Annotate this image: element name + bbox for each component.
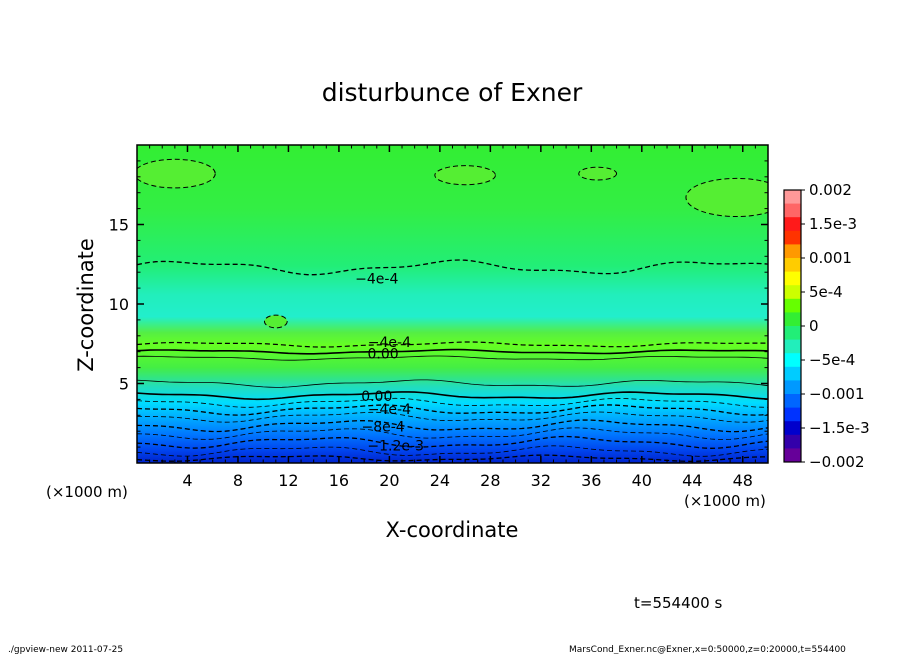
contour-closed — [578, 166, 618, 181]
y-axis-label: Z-coordinate — [74, 238, 98, 372]
contour-closed — [263, 314, 288, 329]
colorbar-swatch — [784, 380, 801, 395]
contour-label: 0.00 — [368, 346, 399, 362]
colorbar-swatch — [784, 394, 801, 409]
contour-line — [137, 341, 768, 348]
contour-label: −4e-4 — [368, 335, 411, 351]
x-tick-label: 48 — [733, 471, 753, 490]
colorbar: 0.002 1.5e-3 0.001 5e-4 0 −5e-4 −0.001 −1.5e-3 −… — [783, 181, 870, 471]
colorbar-swatch — [784, 244, 801, 259]
contour-label: −1.2e-3 — [367, 439, 424, 455]
contour-closed — [685, 177, 768, 218]
footer-left: ./gpview-new 2011-07-25 — [8, 645, 123, 654]
colorbar-swatch — [784, 217, 801, 232]
x-ticks: 4 8 12 16 20 24 28 32 36 40 44 48 — [149, 145, 756, 490]
colorbar-swatch — [784, 448, 801, 463]
colorbar-swatch — [784, 271, 801, 286]
contour-line — [137, 379, 768, 388]
colorbar-swatch — [784, 407, 801, 422]
contour-line — [137, 445, 768, 457]
footer-right: MarsCond_Exner.nc@Exner,x=0:50000,z=0:20… — [569, 645, 846, 654]
contour-closed — [434, 165, 496, 186]
contour-line — [137, 259, 768, 276]
contour-label: −4e-4 — [355, 272, 398, 288]
x-tick-label: 28 — [480, 471, 500, 490]
colorbar-swatch — [784, 366, 801, 381]
contour-line — [137, 397, 768, 408]
colorbar-swatch — [784, 203, 801, 218]
colorbar-swatch — [784, 421, 801, 436]
contour-closed — [137, 158, 216, 189]
x-tick-label: 20 — [379, 471, 399, 490]
contour-line — [137, 435, 768, 449]
x-tick-label: 8 — [233, 471, 243, 490]
x-tick-label: 24 — [430, 471, 450, 490]
x-tick-label: 40 — [632, 471, 652, 490]
colorbar-label: 0.002 — [809, 181, 852, 199]
y-tick-label: 15 — [109, 216, 129, 235]
y-tick-label: 10 — [109, 295, 129, 314]
colorbar-swatch — [784, 298, 801, 313]
colorbar-swatch — [784, 312, 801, 327]
contour-line — [137, 404, 768, 416]
colorbar-swatch — [784, 190, 801, 205]
y-ticks: 5 10 15 — [109, 160, 768, 448]
contour-label: −4e-4 — [368, 402, 411, 418]
colorbar-label: 1.5e-3 — [809, 215, 857, 233]
y-tick-label: 5 — [119, 375, 129, 394]
contour-line — [137, 348, 768, 355]
contour-lines — [137, 158, 768, 463]
x-tick-label: 16 — [329, 471, 349, 490]
colorbar-swatch — [784, 230, 801, 245]
contour-line — [137, 355, 768, 361]
x-unit-left: (×1000 m) — [46, 483, 128, 501]
colorbar-swatch — [784, 258, 801, 273]
contour-line — [137, 454, 768, 463]
colorbar-swatch — [784, 339, 801, 354]
time-label: t=554400 s — [634, 594, 722, 612]
contour-labels: −4e-4−4e-40.000.00−4e-4−8e-4−1.2e-3 — [355, 272, 424, 455]
colorbar-label: −5e-4 — [809, 351, 855, 369]
contour-line — [137, 391, 768, 401]
x-tick-label: 36 — [581, 471, 601, 490]
colorbar-swatch — [784, 353, 801, 368]
x-tick-label: 4 — [182, 471, 192, 490]
x-axis-label: X-coordinate — [386, 518, 519, 542]
x-tick-label: 12 — [278, 471, 298, 490]
chart-title: disturbunce of Exner — [322, 78, 583, 107]
colorbar-label: 0 — [809, 317, 819, 335]
colorbar-label: −0.001 — [809, 385, 865, 403]
contour-line — [137, 419, 768, 433]
x-tick-label: 32 — [531, 471, 551, 490]
colorbar-label: 5e-4 — [809, 283, 843, 301]
contour-label: 0.00 — [361, 389, 392, 405]
colorbar-label: 0.001 — [809, 249, 852, 267]
x-unit-right: (×1000 m) — [684, 492, 766, 510]
contour-line — [137, 411, 768, 423]
x-tick-label: 44 — [682, 471, 702, 490]
colorbar-swatch — [784, 326, 801, 341]
contour-line — [137, 427, 768, 441]
contour-label: −8e-4 — [361, 419, 404, 435]
field-fill — [137, 145, 768, 463]
colorbar-label: −0.002 — [809, 453, 865, 471]
colorbar-label: −1.5e-3 — [809, 419, 870, 437]
colorbar-swatch — [784, 285, 801, 300]
colorbar-swatch — [784, 434, 801, 449]
